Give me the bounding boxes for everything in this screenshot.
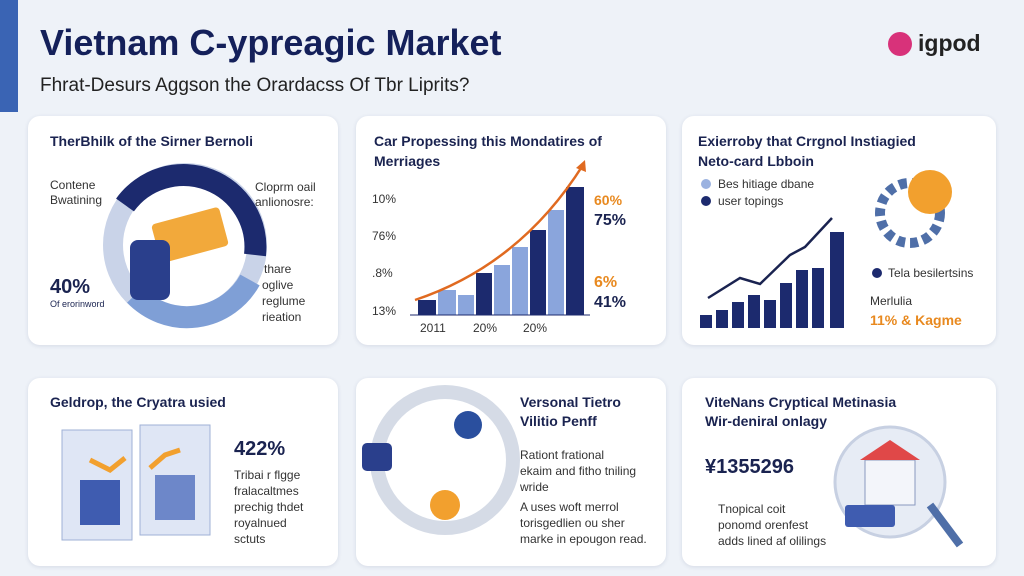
- puzzle-icon: [362, 443, 392, 471]
- donut-arc: [116, 164, 267, 257]
- accent-bar: [0, 0, 18, 112]
- pen-icon: [926, 502, 964, 548]
- label: torisgedlien ou sher: [520, 516, 625, 530]
- legend-dot: [701, 196, 711, 206]
- label: royalnued: [234, 516, 287, 530]
- axis-label: .8%: [372, 266, 393, 280]
- card-title: Merriages: [374, 153, 441, 169]
- label: adds lined af olilings: [718, 534, 827, 548]
- side-stat: 41%: [594, 294, 627, 311]
- label: reglume: [262, 294, 306, 308]
- roof-icon: [860, 440, 920, 460]
- gear-icon: [875, 178, 945, 248]
- card-title: Vilitio Penff: [520, 413, 597, 429]
- trend-line: [414, 164, 585, 302]
- side-stat: 75%: [594, 212, 627, 229]
- axis-label: 13%: [372, 304, 397, 318]
- label: ekaim and fitho tniling: [520, 464, 637, 478]
- coin-icon: [908, 170, 952, 214]
- label: Tribai r flgge: [234, 468, 301, 482]
- label: rieation: [262, 310, 302, 324]
- donut-arc: [127, 274, 260, 329]
- label: oglive: [262, 278, 294, 292]
- block-icon: [80, 480, 120, 525]
- axis-label: 10%: [372, 192, 397, 206]
- title: Vietnam C-ypreagic Market: [40, 22, 502, 63]
- device-icon: [845, 505, 895, 527]
- logo-icon: [888, 32, 912, 56]
- gear-icon: [430, 490, 460, 520]
- axis-label: 20%: [523, 321, 548, 335]
- subtitle: Fhrat-Desurs Aggson the Orardacss Of Tbr…: [40, 75, 470, 96]
- arrow: [148, 447, 181, 470]
- stat: 40%: [50, 276, 91, 298]
- axis-label: 76%: [372, 229, 397, 243]
- label: sctuts: [234, 532, 266, 546]
- label: Contene: [50, 178, 96, 192]
- legend-label: user topings: [718, 194, 784, 208]
- label: fralacaltmes: [234, 484, 299, 498]
- legend-label: Bes hitiage dbane: [718, 177, 815, 191]
- label: Merlulia: [870, 294, 913, 308]
- label: marke in epougon read.: [520, 532, 647, 546]
- card-title: Neto-card Lbboin: [698, 153, 814, 169]
- hand-icon: [130, 240, 170, 300]
- label: Cloprm oail: [255, 180, 316, 194]
- card-title: Versonal Tietro: [520, 394, 621, 410]
- bars: [438, 210, 564, 315]
- axis-label: 20%: [473, 321, 498, 335]
- label: A uses woft merrol: [520, 500, 619, 514]
- legend-dot: [872, 268, 882, 278]
- building-icon: [864, 459, 916, 506]
- arrow: [576, 160, 586, 172]
- logo: igpod: [918, 30, 981, 56]
- card-title: TherBhilk of the Sirner Bernoli: [50, 133, 254, 149]
- stat: 422%: [234, 438, 286, 460]
- label: anlionosre:: [255, 195, 314, 209]
- card-icon: [151, 207, 229, 263]
- bars: [700, 232, 844, 328]
- card-title: Wir-deniral onlagy: [705, 413, 828, 429]
- card-title: Exierroby that Crrgnol Instiagied: [698, 133, 916, 149]
- person-icon: [454, 411, 482, 439]
- card-title: Car Propessing this Mondatires of: [374, 133, 602, 149]
- label: Tnopical coit: [718, 502, 786, 516]
- legend-dot: [701, 179, 711, 189]
- bars: [418, 187, 584, 315]
- side-stat: 6%: [594, 274, 618, 291]
- label: Tela besilertsins: [888, 266, 974, 280]
- card: [356, 116, 666, 345]
- label: wride: [520, 480, 549, 494]
- label: prechig thdet: [234, 500, 304, 514]
- stat: 11% & Kagme: [870, 312, 962, 328]
- arrow: [88, 456, 127, 473]
- label: thare: [264, 262, 292, 276]
- stat-note: Of erorinword: [50, 299, 105, 309]
- label: Bwatining: [50, 193, 103, 207]
- card-title: ViteNans Cryptical Metinasia: [705, 394, 897, 410]
- trend-line: [707, 217, 833, 300]
- axis-label: 2011: [420, 321, 446, 335]
- card-title: Geldrop, the Cryatra usied: [50, 394, 226, 410]
- label: Rationt frational: [520, 448, 605, 462]
- label: ponomd orenfest: [718, 518, 809, 532]
- block-icon: [155, 475, 195, 520]
- stat: ¥1355296: [705, 456, 794, 478]
- side-stat: 60%: [594, 192, 623, 208]
